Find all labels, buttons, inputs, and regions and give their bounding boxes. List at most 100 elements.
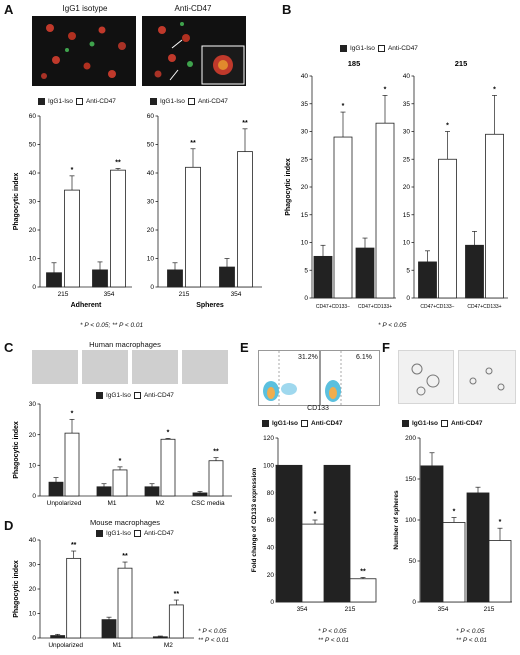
bar (48, 481, 64, 497)
legend-swatch-iso (340, 45, 347, 52)
y-tick-label: 0 (32, 284, 36, 291)
x-tick-label: 354 (104, 291, 115, 298)
legend-label-iso: IgG1-Iso (48, 98, 73, 105)
note-a: * P < 0.05; ** P < 0.01 (80, 322, 144, 329)
y-tick-label: 0 (406, 295, 410, 302)
micrograph-anticd47 (142, 16, 246, 86)
y-tick-label: 30 (403, 129, 411, 136)
legend-swatch-iso (402, 420, 409, 427)
bar (465, 244, 484, 299)
y-tick-label: 15 (403, 212, 411, 219)
significance-marker: * (71, 167, 74, 174)
y-tick-label: 200 (405, 435, 416, 442)
bar (420, 465, 444, 603)
significance-marker: ** (213, 449, 219, 456)
significance-marker: ** (190, 140, 196, 147)
chart-a-adherent: 0 10 20 30 40 50 60 Phagocytic index * 215 ** 354Ad… (13, 113, 132, 309)
y-tick-label: 10 (301, 240, 309, 247)
legend-label-anti: Anti-CD47 (387, 45, 418, 52)
y-tick-label: 50 (147, 142, 155, 149)
legend-e: IgG1-Iso Anti-CD47 (262, 420, 342, 427)
note-e-2: ** P < 0.01 (318, 637, 350, 644)
micrograph-label-anticd47: Anti-CD47 (174, 4, 212, 13)
legend-label-anti: Anti-CD47 (451, 420, 483, 427)
significance-marker: * (446, 123, 449, 130)
legend-d: IgG1-Iso Anti-CD47 (96, 530, 174, 537)
y-axis-label: Phagocytic index (285, 158, 292, 216)
legend-label-anti: Anti-CD47 (311, 420, 343, 427)
significance-marker: * (342, 103, 345, 110)
micrograph-f-iso (398, 350, 454, 404)
y-tick-label: 15 (301, 212, 309, 219)
significance-marker: ** (360, 568, 366, 575)
bar (96, 486, 112, 497)
bar (101, 619, 117, 639)
bar (192, 492, 208, 497)
y-axis-label: Fold change of CD133 expression (251, 468, 258, 572)
y-tick-label: 0 (32, 635, 36, 642)
legend-label-iso: IgG1-Iso (106, 530, 131, 537)
flow-plot-anti (320, 350, 380, 406)
micrograph-anticd47-cells (154, 22, 245, 85)
micrograph-f-anti (458, 350, 516, 404)
x-tick-label: Unpolarized (47, 500, 82, 507)
x-group-label: Adherent (71, 302, 102, 309)
significance-marker: * (499, 519, 502, 526)
y-axis-label: Number of spheres (393, 490, 400, 550)
bar (349, 578, 377, 603)
y-tick-label: 10 (29, 463, 37, 470)
bar (160, 438, 176, 497)
y-tick-label: 40 (301, 73, 309, 80)
y-tick-label: 60 (267, 517, 275, 524)
y-tick-label: 0 (270, 599, 274, 606)
y-tick-label: 120 (263, 435, 274, 442)
micrograph-f-iso-spheres (411, 363, 440, 396)
legend-swatch-anti (133, 392, 141, 399)
note-d-1: * P < 0.05 (198, 628, 227, 635)
y-tick-label: 35 (301, 101, 309, 108)
bar (152, 636, 168, 639)
bar (485, 133, 504, 299)
legend-f: IgG1-Iso Anti-CD47 (402, 420, 482, 427)
significance-marker: ** (71, 542, 77, 549)
bar (167, 269, 183, 288)
y-tick-label: 0 (412, 599, 416, 606)
chart-c-human: 0 10 20 30 Phagocytic index * Unpolarized * M1 * M… (13, 401, 232, 507)
legend-swatch-iso (262, 420, 269, 427)
x-tick-label: M1 (107, 500, 116, 507)
y-tick-label: 100 (263, 463, 274, 470)
y-tick-label: 5 (304, 267, 308, 274)
significance-marker: ** (174, 591, 180, 598)
bar (323, 464, 351, 603)
chart-title: 185 (348, 59, 361, 68)
y-tick-label: 30 (29, 199, 37, 206)
y-tick-label: 20 (267, 572, 275, 579)
legend-swatch-iso (96, 530, 103, 537)
x-tick-label: 354 (297, 606, 308, 613)
y-axis-label: Phagocytic index (13, 560, 20, 618)
bar (488, 540, 512, 603)
panel-label-c: C (4, 340, 14, 355)
bar (313, 255, 333, 299)
legend-swatch-anti (301, 420, 309, 427)
y-tick-label: 30 (147, 199, 155, 206)
flow-plot-iso-density (263, 351, 297, 405)
x-tick-label: CD47+CD133+ (467, 304, 501, 310)
significance-marker: * (314, 511, 317, 518)
x-tick-label: 354 (438, 606, 449, 613)
significance-marker: * (493, 86, 496, 93)
y-tick-label: 30 (301, 129, 309, 136)
y-tick-label: 25 (403, 156, 411, 163)
y-tick-label: 20 (301, 184, 309, 191)
panel-label-d: D (4, 518, 14, 533)
legend-label-anti: Anti-CD47 (143, 392, 174, 399)
significance-marker: * (119, 458, 122, 465)
y-tick-label: 0 (150, 284, 154, 291)
significance-marker: ** (115, 159, 121, 166)
panel-d-title: Mouse macrophages (89, 518, 161, 527)
legend-swatch-iso (38, 98, 45, 105)
legend-swatch-anti (75, 98, 83, 105)
micrograph-c-csc (182, 350, 228, 384)
flow-pct-anti: 6.1% (356, 354, 372, 361)
significance-marker: * (167, 429, 170, 436)
